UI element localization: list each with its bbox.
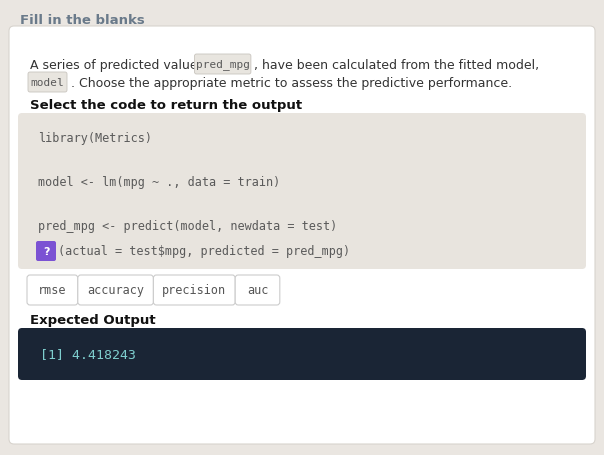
Text: Expected Output: Expected Output: [30, 314, 156, 327]
Text: pred_mpg <- predict(model, newdata = test): pred_mpg <- predict(model, newdata = tes…: [38, 219, 337, 233]
FancyBboxPatch shape: [27, 275, 78, 305]
Text: A series of predicted values,: A series of predicted values,: [30, 58, 212, 71]
Text: model: model: [31, 78, 65, 88]
Text: rmse: rmse: [38, 284, 66, 297]
FancyBboxPatch shape: [78, 275, 153, 305]
Text: Fill in the blanks: Fill in the blanks: [20, 14, 145, 26]
Text: , have been calculated from the fitted model,: , have been calculated from the fitted m…: [250, 58, 539, 71]
FancyBboxPatch shape: [153, 275, 235, 305]
Text: . Choose the appropriate metric to assess the predictive performance.: . Choose the appropriate metric to asses…: [67, 76, 512, 89]
Text: accuracy: accuracy: [87, 284, 144, 297]
FancyBboxPatch shape: [36, 242, 56, 262]
FancyBboxPatch shape: [235, 275, 280, 305]
FancyBboxPatch shape: [18, 328, 586, 380]
FancyBboxPatch shape: [28, 73, 67, 93]
Text: pred_mpg: pred_mpg: [196, 60, 249, 71]
Text: library(Metrics): library(Metrics): [38, 131, 152, 145]
Text: auc: auc: [247, 284, 268, 297]
FancyBboxPatch shape: [9, 27, 595, 444]
FancyBboxPatch shape: [18, 114, 586, 269]
Text: Select the code to return the output: Select the code to return the output: [30, 99, 302, 112]
FancyBboxPatch shape: [194, 55, 251, 75]
Text: (actual = test$mpg, predicted = pred_mpg): (actual = test$mpg, predicted = pred_mpg…: [58, 244, 350, 258]
Text: precision: precision: [162, 284, 226, 297]
Text: ?: ?: [43, 247, 50, 257]
Text: [1] 4.418243: [1] 4.418243: [40, 348, 136, 361]
Text: model <- lm(mpg ~ ., data = train): model <- lm(mpg ~ ., data = train): [38, 176, 280, 188]
